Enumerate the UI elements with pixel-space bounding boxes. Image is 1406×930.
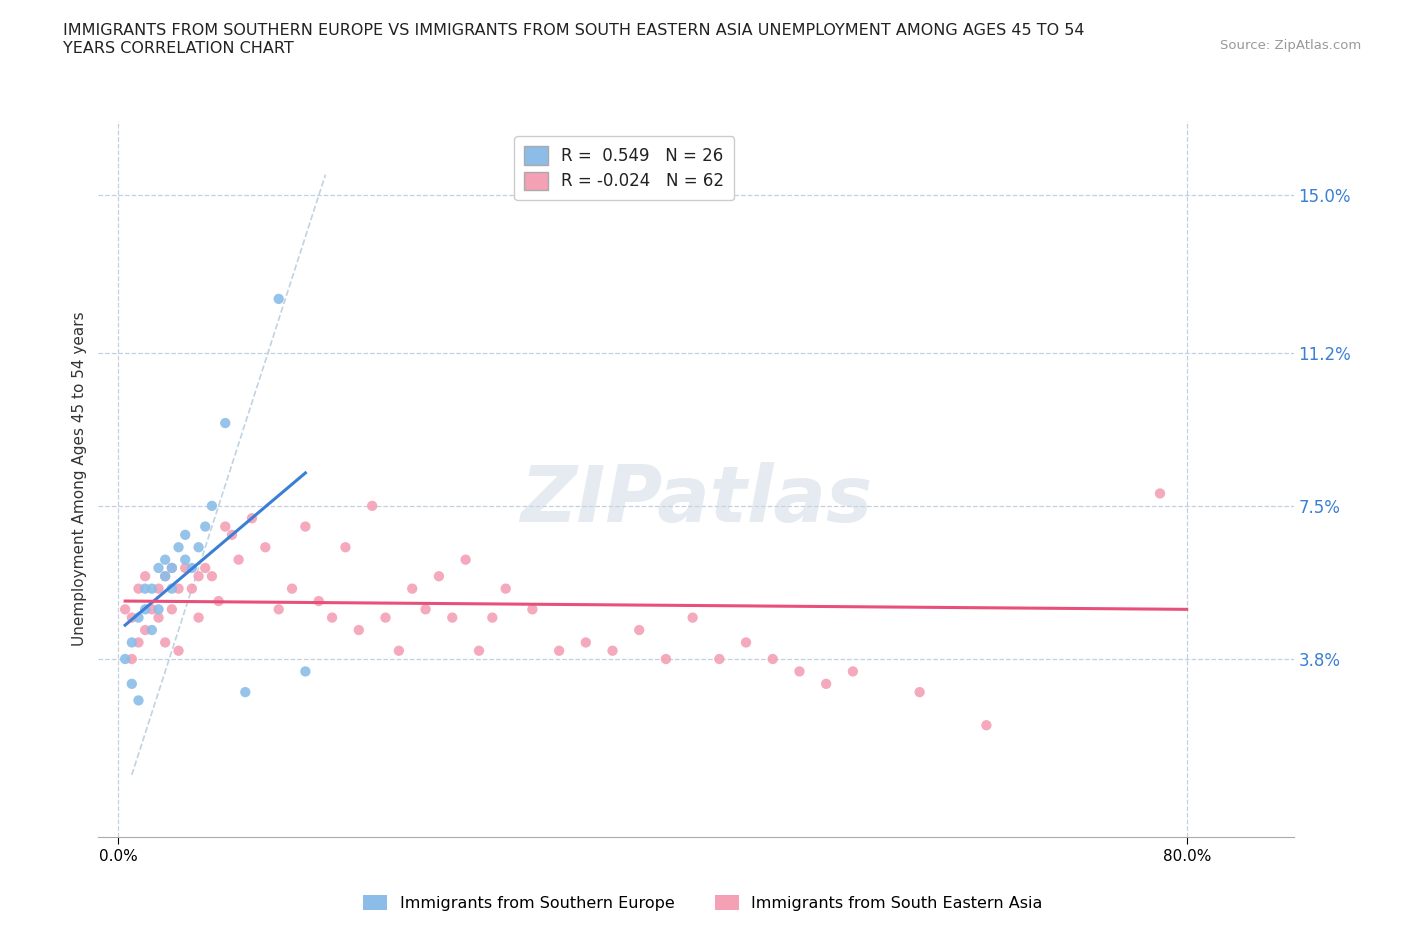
Point [194,519,217,534]
Text: Source: ZipAtlas.com: Source: ZipAtlas.com [1220,39,1361,52]
Point [602,644,624,658]
Point [187,610,209,625]
Point [194,561,217,576]
Point [134,581,156,596]
Point [121,676,143,691]
Point [815,676,838,691]
Point [908,684,931,699]
Point [388,644,411,658]
Legend: Immigrants from Southern Europe, Immigrants from South Eastern Asia: Immigrants from Southern Europe, Immigra… [357,888,1049,917]
Point [254,539,277,554]
Point [628,622,651,637]
Point [441,610,464,625]
Point [655,652,678,667]
Point [127,610,149,625]
Y-axis label: Unemployment Among Ages 45 to 54 years: Unemployment Among Ages 45 to 54 years [72,312,87,646]
Point [127,635,149,650]
Legend: R =  0.549   N = 26, R = -0.024   N = 62: R = 0.549 N = 26, R = -0.024 N = 62 [515,137,734,200]
Point [153,569,176,584]
Point [522,602,544,617]
Point [187,539,209,554]
Point [127,693,149,708]
Point [160,561,183,576]
Point [240,511,263,525]
Point [134,622,156,637]
Point [495,581,517,596]
Point [976,718,998,733]
Point [160,602,183,617]
Point [167,644,190,658]
Point [114,652,136,667]
Point [141,581,163,596]
Point [201,569,224,584]
Point [148,581,170,596]
Point [174,527,197,542]
Point [148,610,170,625]
Point [121,610,143,625]
Point [481,610,503,625]
Point [201,498,224,513]
Point [281,581,304,596]
Point [454,552,477,567]
Point [207,593,229,608]
Point [374,610,396,625]
Point [842,664,865,679]
Point [228,552,250,567]
Point [141,622,163,637]
Point [160,581,183,596]
Text: IMMIGRANTS FROM SOUTHERN EUROPE VS IMMIGRANTS FROM SOUTH EASTERN ASIA UNEMPLOYME: IMMIGRANTS FROM SOUTHERN EUROPE VS IMMIG… [63,23,1085,56]
Point [134,569,156,584]
Point [789,664,811,679]
Point [415,602,437,617]
Point [308,593,330,608]
Point [174,552,197,567]
Point [427,569,450,584]
Point [153,635,176,650]
Point [214,519,236,534]
Point [160,561,183,576]
Point [134,602,156,617]
Point [321,610,343,625]
Point [267,291,290,306]
Point [548,644,571,658]
Point [294,664,316,679]
Point [233,684,256,699]
Point [180,581,202,596]
Point [735,635,758,650]
Point [335,539,357,554]
Point [167,539,190,554]
Point [468,644,491,658]
Point [153,552,176,567]
Point [294,519,316,534]
Point [1149,486,1171,501]
Text: ZIPatlas: ZIPatlas [520,462,872,538]
Point [121,635,143,650]
Point [121,652,143,667]
Point [221,527,243,542]
Point [401,581,423,596]
Point [174,561,197,576]
Point [575,635,598,650]
Point [361,498,384,513]
Point [267,602,290,617]
Point [682,610,704,625]
Point [153,569,176,584]
Point [167,581,190,596]
Point [214,416,236,431]
Point [127,581,149,596]
Point [180,561,202,576]
Point [148,561,170,576]
Point [709,652,731,667]
Point [114,602,136,617]
Point [347,622,370,637]
Point [187,569,209,584]
Point [148,602,170,617]
Point [762,652,785,667]
Point [141,602,163,617]
